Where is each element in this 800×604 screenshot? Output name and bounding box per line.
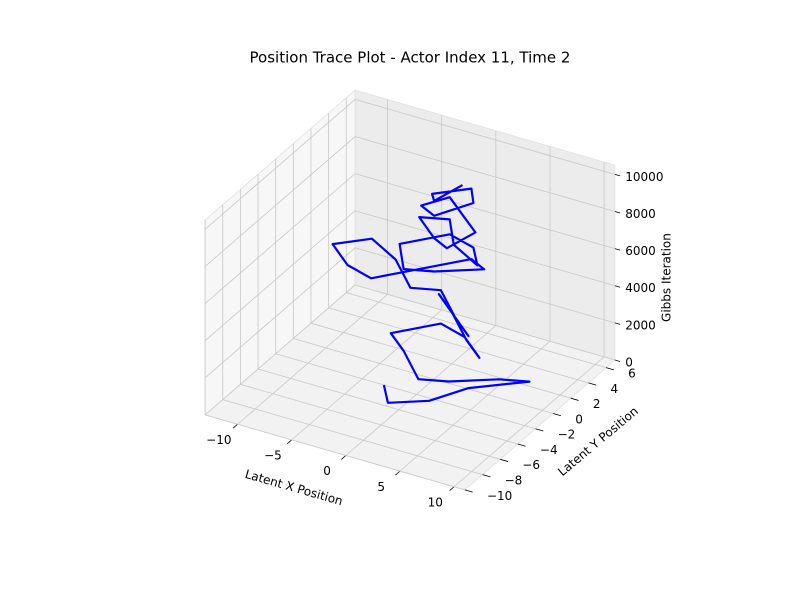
grid-line (354, 284, 616, 361)
x-tick-label: −5 (264, 449, 282, 463)
grid-line (310, 322, 571, 399)
grid-line (354, 210, 616, 287)
grid-line (293, 338, 554, 414)
tick-mark (517, 443, 526, 447)
tick-mark (535, 428, 544, 432)
y-tick-label: −8 (505, 473, 523, 487)
grid-line (354, 173, 616, 250)
x-tick-label: 5 (377, 480, 385, 494)
z-tick-label: 6000 (625, 244, 656, 258)
tick-mark (614, 359, 621, 362)
tick-mark (482, 474, 491, 478)
tick-mark (553, 413, 562, 417)
tick-mark (605, 367, 614, 371)
tick-mark (341, 455, 347, 460)
y-tick-label: −10 (487, 489, 512, 503)
tick-mark (614, 174, 621, 177)
y-tick-label: −6 (522, 458, 540, 472)
grid-line (354, 247, 616, 324)
grid-line (204, 284, 356, 416)
grid-line (204, 173, 356, 304)
grid-line (257, 368, 518, 445)
grid-line (346, 292, 607, 369)
grid-line (204, 136, 356, 267)
grid-line (291, 309, 442, 441)
grid-line (204, 414, 466, 491)
tick-mark (500, 458, 509, 462)
x-tick-label: 0 (323, 464, 331, 478)
z-tick-label: 10000 (625, 170, 663, 184)
x-tick-label: −10 (206, 433, 231, 447)
tick-mark (232, 423, 238, 429)
y-tick-label: −2 (558, 428, 576, 442)
tick-mark (614, 285, 621, 288)
y-tick-label: −4 (540, 443, 558, 457)
trace-line (331, 184, 531, 404)
grid-line (453, 356, 605, 488)
grid-line (204, 210, 356, 341)
tick-mark (395, 470, 401, 476)
y-tick-label: 2 (593, 397, 601, 411)
z-tick-label: 0 (625, 355, 633, 369)
tick-mark (570, 397, 579, 401)
tick-mark (286, 439, 292, 445)
grid-line (328, 307, 589, 384)
chart-title: Position Trace Plot - Actor Index 11, Ti… (250, 49, 571, 67)
y-tick-label: 4 (611, 382, 619, 396)
tick-mark (614, 248, 621, 251)
tick-mark (588, 382, 597, 386)
grid-line (354, 136, 616, 212)
grid-line (399, 340, 551, 472)
grid-line (275, 353, 536, 430)
tick-mark (464, 489, 473, 493)
tick-mark (449, 486, 455, 491)
tick-mark (614, 322, 621, 325)
z-axis-label: Gibbs Iteration (659, 233, 673, 322)
z-tick-label: 4000 (625, 281, 656, 295)
tick-mark (614, 211, 621, 214)
grid-line (222, 399, 483, 475)
y-tick-label: 0 (575, 412, 583, 426)
z-tick-label: 2000 (625, 318, 656, 332)
grid-line (204, 247, 356, 379)
x-tick-label: 10 (428, 495, 443, 509)
grid-line (354, 99, 616, 175)
grid-line (204, 99, 356, 230)
z-tick-label: 8000 (625, 207, 656, 221)
grid-line (237, 294, 388, 425)
grid-line (240, 383, 501, 460)
y-tick-label: 6 (628, 366, 636, 380)
